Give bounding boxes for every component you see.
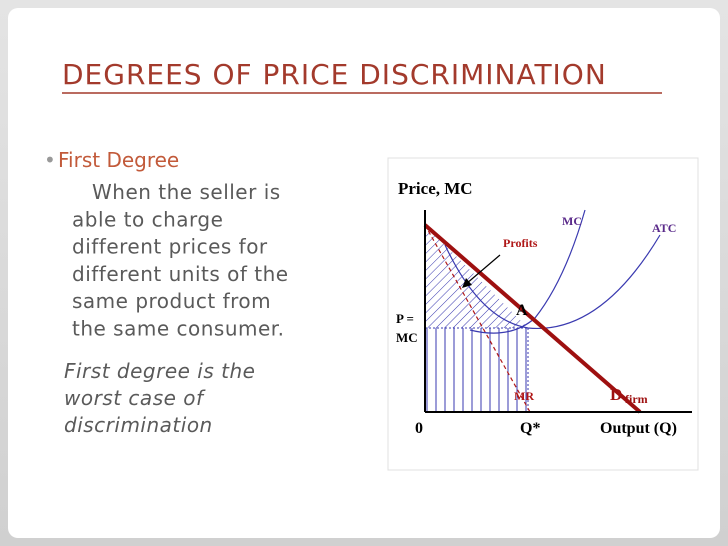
point-a-label: A bbox=[516, 302, 528, 319]
mc-label: MC bbox=[562, 214, 582, 228]
profits-label: Profits bbox=[503, 236, 538, 250]
atc-curve bbox=[444, 234, 661, 330]
text-line: same product from bbox=[72, 289, 271, 313]
text-line: different units of the bbox=[72, 262, 289, 286]
note-text: First degree is the worst case of discrimi… bbox=[64, 359, 255, 437]
arrow-head bbox=[462, 278, 472, 288]
text-line: discrimination bbox=[64, 413, 213, 437]
profits-arrow bbox=[465, 254, 501, 285]
mr-label: MR bbox=[514, 389, 534, 403]
demand-curve bbox=[423, 223, 642, 414]
demand-subscript: firm bbox=[625, 392, 648, 406]
text-line: worst case of bbox=[64, 386, 206, 410]
body-text: When the seller is able to charge differen… bbox=[72, 180, 289, 341]
price-label: MC bbox=[396, 330, 418, 345]
atc-label: ATC bbox=[652, 221, 676, 235]
bullet-heading: First Degree bbox=[58, 148, 179, 172]
origin-label: 0 bbox=[415, 420, 423, 437]
bullet-dot: • bbox=[44, 148, 56, 172]
text-line: the same consumer. bbox=[72, 317, 285, 341]
text-line: When the seller is bbox=[92, 180, 281, 204]
demand-label: D bbox=[610, 385, 622, 404]
text-line: First degree is the bbox=[64, 359, 255, 383]
slide-title: DEGREES OF PRICE DISCRIMINATION bbox=[62, 58, 607, 91]
mc-curve bbox=[469, 209, 586, 334]
profit-area bbox=[425, 225, 528, 328]
cost-area bbox=[425, 328, 528, 412]
text-line: able to charge bbox=[72, 207, 223, 231]
text-line: different prices for bbox=[72, 235, 268, 259]
y-axis-label: Price, MC bbox=[398, 179, 473, 198]
q-star-label: Q* bbox=[520, 420, 540, 437]
mr-curve bbox=[424, 224, 531, 413]
x-axis-label: Output (Q) bbox=[600, 420, 677, 437]
price-label: P = bbox=[396, 311, 414, 326]
